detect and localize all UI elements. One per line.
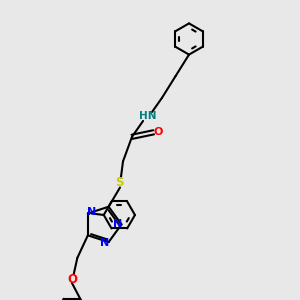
Text: S: S [115, 176, 124, 190]
Text: N: N [87, 207, 96, 217]
Text: HN: HN [139, 111, 156, 122]
Text: N: N [113, 219, 122, 229]
Text: N: N [100, 238, 109, 248]
Text: O: O [153, 127, 163, 137]
Text: O: O [67, 273, 77, 286]
